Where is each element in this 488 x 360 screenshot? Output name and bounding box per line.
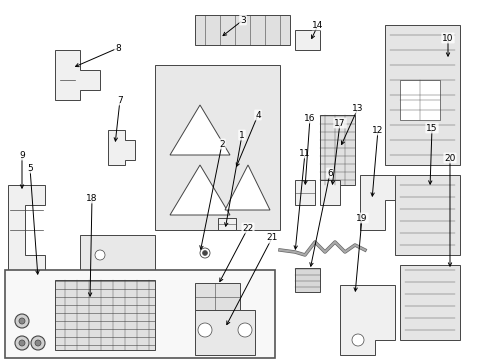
Text: 13: 13 xyxy=(351,104,363,112)
Text: 8: 8 xyxy=(115,44,121,53)
Circle shape xyxy=(19,318,25,324)
Circle shape xyxy=(95,250,105,260)
Text: 19: 19 xyxy=(356,213,367,222)
Text: 9: 9 xyxy=(19,150,25,159)
Polygon shape xyxy=(339,285,394,355)
Circle shape xyxy=(35,340,41,346)
Polygon shape xyxy=(319,115,354,185)
Circle shape xyxy=(15,314,29,328)
Bar xyxy=(319,180,339,205)
Polygon shape xyxy=(394,175,459,255)
Polygon shape xyxy=(55,280,155,350)
Text: 15: 15 xyxy=(426,123,437,132)
Polygon shape xyxy=(55,50,100,100)
Text: 20: 20 xyxy=(444,153,455,162)
Text: 21: 21 xyxy=(266,234,277,243)
Text: 1: 1 xyxy=(239,131,244,140)
Bar xyxy=(218,218,236,230)
Text: 16: 16 xyxy=(304,113,315,122)
Circle shape xyxy=(15,336,29,350)
Polygon shape xyxy=(195,15,289,45)
Circle shape xyxy=(200,248,209,258)
Text: 18: 18 xyxy=(86,194,98,202)
Circle shape xyxy=(31,336,45,350)
Text: 2: 2 xyxy=(219,140,224,149)
Polygon shape xyxy=(294,30,319,50)
Polygon shape xyxy=(399,265,459,340)
Circle shape xyxy=(202,251,207,256)
FancyBboxPatch shape xyxy=(5,270,274,358)
Text: 12: 12 xyxy=(371,126,383,135)
Text: 4: 4 xyxy=(255,111,260,120)
Circle shape xyxy=(61,304,69,312)
Text: 3: 3 xyxy=(240,15,245,24)
Polygon shape xyxy=(195,310,254,355)
Polygon shape xyxy=(359,175,399,230)
Polygon shape xyxy=(170,165,229,215)
Circle shape xyxy=(136,286,143,294)
Text: 5: 5 xyxy=(27,163,33,172)
Text: 7: 7 xyxy=(117,95,122,104)
Polygon shape xyxy=(15,278,85,315)
Polygon shape xyxy=(108,130,135,165)
Text: 22: 22 xyxy=(242,224,253,233)
Circle shape xyxy=(351,334,363,346)
Polygon shape xyxy=(294,268,319,292)
Polygon shape xyxy=(8,185,45,270)
Bar xyxy=(294,180,314,205)
Circle shape xyxy=(19,340,25,346)
Circle shape xyxy=(198,323,212,337)
Polygon shape xyxy=(80,235,155,295)
Text: 6: 6 xyxy=(326,168,332,177)
Bar xyxy=(399,80,439,120)
Text: 14: 14 xyxy=(312,21,323,30)
Circle shape xyxy=(238,323,251,337)
Polygon shape xyxy=(224,165,269,210)
Text: 17: 17 xyxy=(334,118,345,127)
Circle shape xyxy=(31,301,39,309)
Polygon shape xyxy=(170,105,229,155)
Text: 11: 11 xyxy=(299,149,310,158)
Polygon shape xyxy=(195,283,240,310)
Text: 10: 10 xyxy=(441,33,453,42)
Polygon shape xyxy=(155,65,280,230)
Polygon shape xyxy=(384,25,459,165)
